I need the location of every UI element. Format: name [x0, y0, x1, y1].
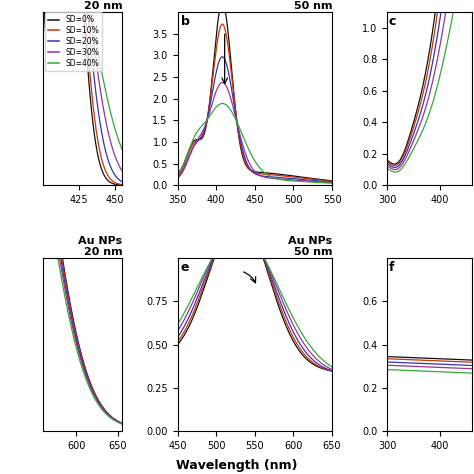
Text: b: b [181, 15, 190, 28]
Text: e: e [181, 262, 189, 274]
Text: c: c [389, 15, 396, 28]
Text: f: f [389, 262, 394, 274]
Text: Au NPs
50 nm: Au NPs 50 nm [288, 236, 332, 257]
Text: Wavelength (nm): Wavelength (nm) [176, 459, 298, 472]
Legend: SD=0%, SD=10%, SD=20%, SD=30%, SD=40%: SD=0%, SD=10%, SD=20%, SD=30%, SD=40% [45, 12, 102, 71]
Text: Ag NPs
50 nm: Ag NPs 50 nm [288, 0, 332, 11]
Text: Ag NPs
20 nm: Ag NPs 20 nm [78, 0, 122, 11]
Text: Au NPs
20 nm: Au NPs 20 nm [78, 236, 122, 257]
